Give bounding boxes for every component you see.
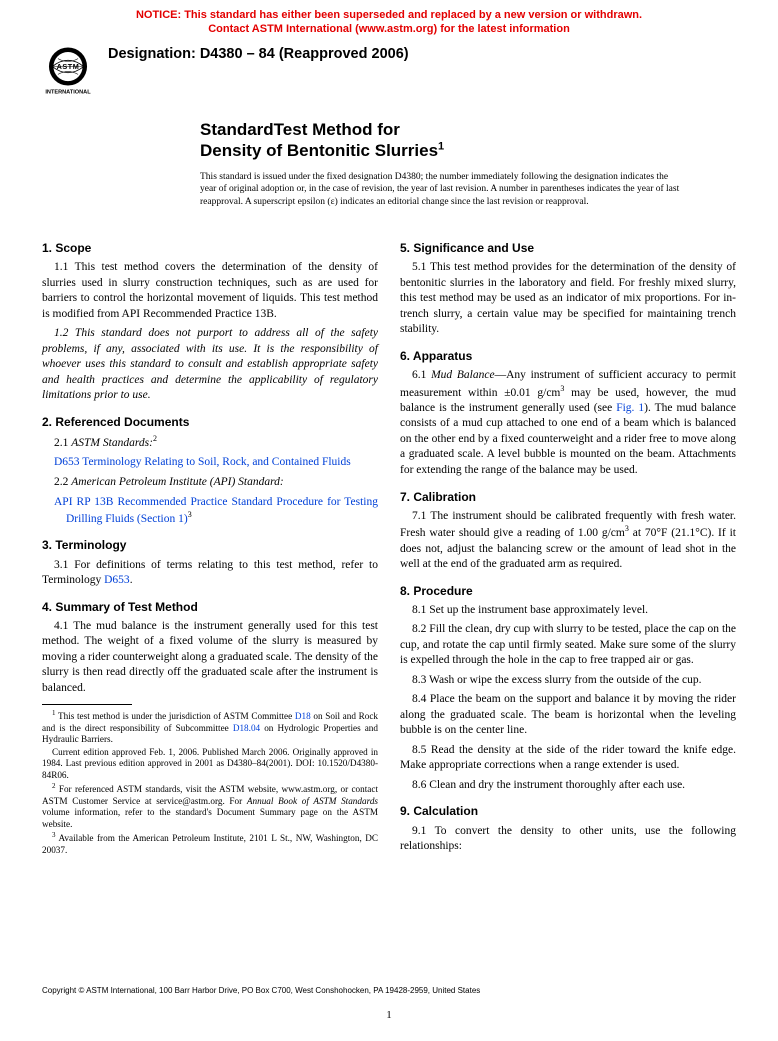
- footnote-2: 2 For referenced ASTM standards, visit t…: [42, 782, 378, 830]
- para-8-3: 8.3 Wash or wipe the excess slurry from …: [400, 673, 736, 689]
- para-3-1-b: .: [130, 574, 133, 586]
- section-3-title: 3. Terminology: [42, 537, 378, 553]
- para-2-1-italic: ASTM Standards:: [71, 437, 153, 449]
- fn1-link1[interactable]: D18: [295, 711, 311, 721]
- p6-runin: Mud Balance: [431, 369, 494, 381]
- document-title: StandardTest Method for Density of Bento…: [200, 119, 680, 162]
- svg-text:INTERNATIONAL: INTERNATIONAL: [45, 89, 91, 95]
- para-2-1-num: 2.1: [54, 437, 71, 449]
- section-7-title: 7. Calibration: [400, 489, 736, 505]
- title-sup: 1: [438, 140, 444, 152]
- ref-api: API RP 13B Recommended Practice Standard…: [54, 495, 378, 528]
- section-4-title: 4. Summary of Test Method: [42, 599, 378, 615]
- footnotes-block: 1 This test method is under the jurisdic…: [42, 709, 378, 856]
- page-number: 1: [0, 1008, 778, 1023]
- api-sup: 3: [188, 510, 192, 519]
- d653-code[interactable]: D653: [54, 456, 80, 468]
- para-6-1: 6.1 Mud Balance—Any instrument of suffic…: [400, 368, 736, 478]
- fn2-b: volume information, refer to the standar…: [42, 807, 378, 829]
- para-2-2: 2.2 American Petroleum Institute (API) S…: [42, 475, 378, 491]
- section-8-title: 8. Procedure: [400, 583, 736, 599]
- notice-banner: NOTICE: This standard has either been su…: [0, 0, 778, 41]
- footnote-3: 3 Available from the American Petroleum …: [42, 831, 378, 856]
- api-text[interactable]: Recommended Practice Standard Procedure …: [66, 496, 378, 525]
- para-2-1: 2.1 ASTM Standards:2: [42, 434, 378, 451]
- title-line1: StandardTest Method for: [200, 120, 400, 139]
- designation-text: Designation: D4380 – 84 (Reapproved 2006…: [108, 43, 409, 65]
- para-1-1: 1.1 This test method covers the determin…: [42, 260, 378, 322]
- issuance-note: This standard is issued under the fixed …: [200, 171, 680, 208]
- copyright-line: Copyright © ASTM International, 100 Barr…: [42, 986, 480, 997]
- section-6-title: 6. Apparatus: [400, 348, 736, 364]
- para-7-1: 7.1 The instrument should be calibrated …: [400, 509, 736, 573]
- ref-d653: D653 Terminology Relating to Soil, Rock,…: [54, 455, 378, 471]
- notice-line1: NOTICE: This standard has either been su…: [136, 9, 642, 21]
- footnote-1: 1 This test method is under the jurisdic…: [42, 709, 378, 746]
- fn2-italic: Annual Book of ASTM Standards: [247, 796, 378, 806]
- right-column: 5. Significance and Use 5.1 This test me…: [400, 230, 736, 859]
- fn1-link2[interactable]: D18.04: [233, 723, 260, 733]
- svg-text:ASTM: ASTM: [57, 61, 80, 70]
- para-2-2-num: 2.2: [54, 476, 71, 488]
- title-line2: Density of Bentonitic Slurries: [200, 141, 438, 160]
- p6-link[interactable]: Fig. 1: [616, 402, 644, 414]
- para-3-1-link[interactable]: D653: [104, 574, 130, 586]
- left-column: 1. Scope 1.1 This test method covers the…: [42, 230, 378, 859]
- para-8-1: 8.1 Set up the instrument base approxima…: [400, 603, 736, 619]
- para-9-1: 9.1 To convert the density to other unit…: [400, 824, 736, 855]
- para-8-5: 8.5 Read the density at the side of the …: [400, 743, 736, 774]
- title-block: StandardTest Method for Density of Bento…: [200, 119, 680, 162]
- footnote-rule: [42, 704, 132, 705]
- fn3-text: Available from the American Petroleum In…: [42, 834, 378, 856]
- footnote-1b: Current edition approved Feb. 1, 2006. P…: [42, 747, 378, 782]
- fn1-a: This test method is under the jurisdicti…: [56, 711, 295, 721]
- para-2-1-sup: 2: [153, 434, 157, 443]
- para-8-4: 8.4 Place the beam on the support and ba…: [400, 692, 736, 739]
- astm-logo: INTERNATIONAL ASTM: [40, 43, 96, 99]
- section-9-title: 9. Calculation: [400, 803, 736, 819]
- section-2-title: 2. Referenced Documents: [42, 414, 378, 430]
- para-8-6: 8.6 Clean and dry the instrument thoroug…: [400, 778, 736, 794]
- p6-a: 6.1: [412, 369, 431, 381]
- para-8-2: 8.2 Fill the clean, dry cup with slurry …: [400, 622, 736, 669]
- para-4-1: 4.1 The mud balance is the instrument ge…: [42, 619, 378, 697]
- api-code[interactable]: API RP 13B: [54, 496, 113, 508]
- para-3-1-a: 3.1 For definitions of terms relating to…: [42, 559, 378, 587]
- d653-text[interactable]: Terminology Relating to Soil, Rock, and …: [80, 456, 351, 468]
- notice-line2: Contact ASTM International (www.astm.org…: [208, 23, 570, 35]
- header-row: INTERNATIONAL ASTM Designation: D4380 – …: [0, 41, 778, 99]
- section-1-title: 1. Scope: [42, 240, 378, 256]
- para-3-1: 3.1 For definitions of terms relating to…: [42, 558, 378, 589]
- para-2-2-italic: American Petroleum Institute (API) Stand…: [71, 476, 284, 488]
- para-5-1: 5.1 This test method provides for the de…: [400, 260, 736, 338]
- para-1-2: 1.2 This standard does not purport to ad…: [42, 326, 378, 404]
- section-5-title: 5. Significance and Use: [400, 240, 736, 256]
- body-columns: 1. Scope 1.1 This test method covers the…: [0, 208, 778, 859]
